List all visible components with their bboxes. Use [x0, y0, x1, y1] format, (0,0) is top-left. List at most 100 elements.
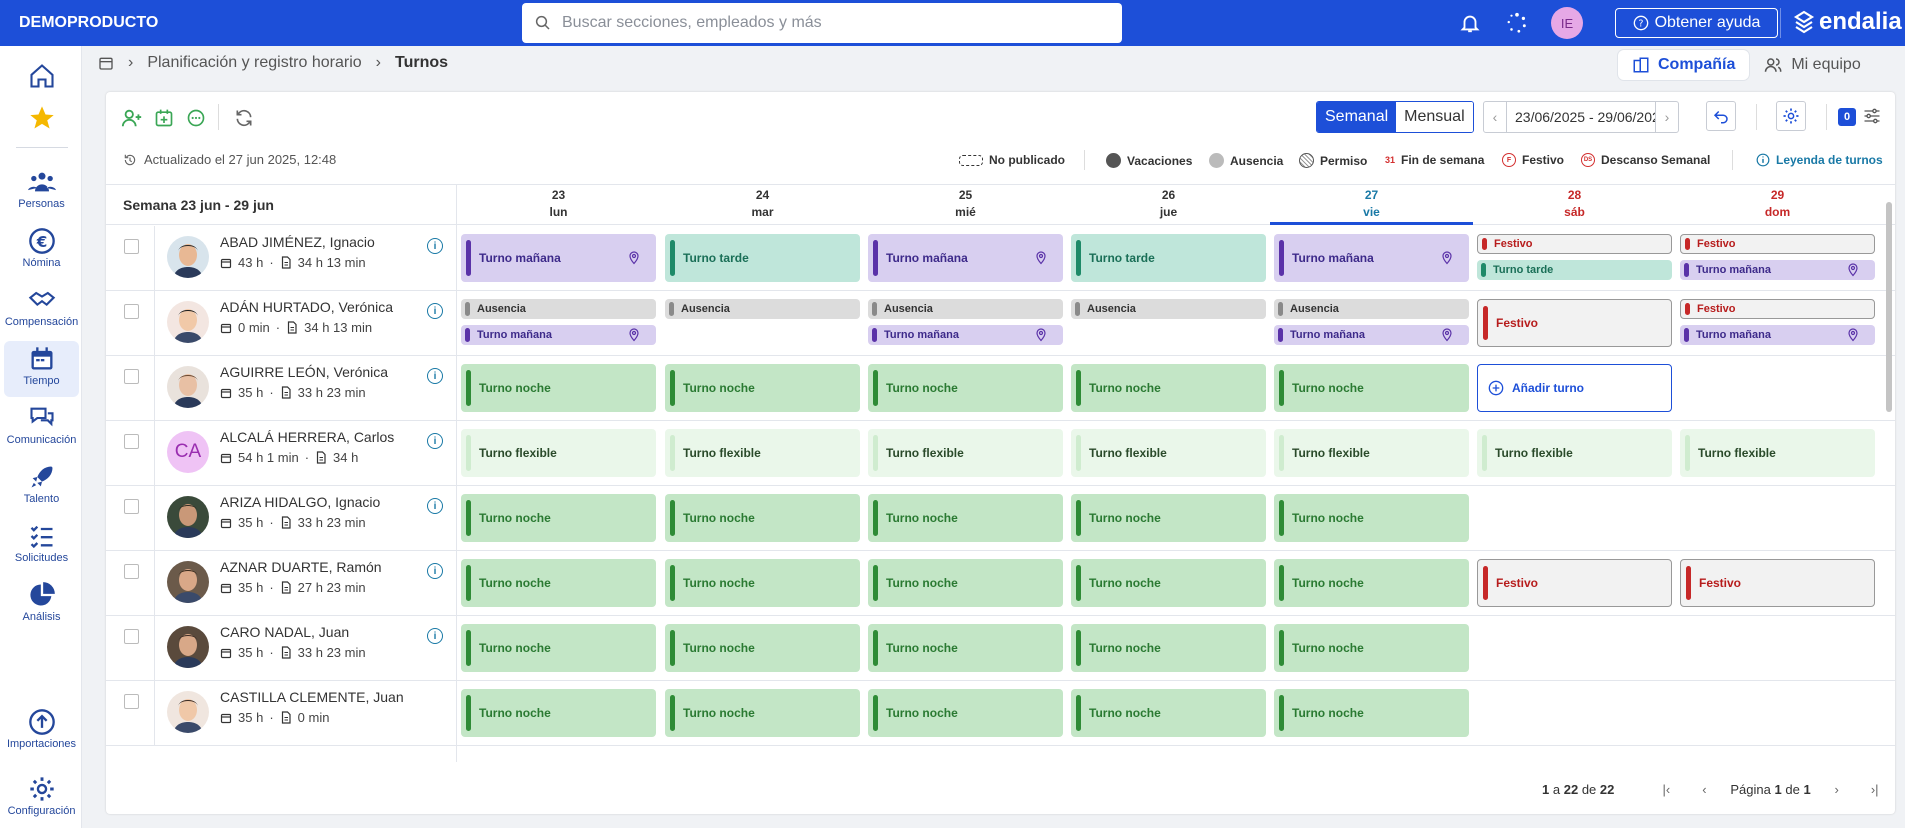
shift-noche[interactable]: Turno noche — [461, 624, 656, 672]
shift-noche[interactable]: Turno noche — [665, 624, 860, 672]
endalia-logo[interactable]: endalia — [1792, 8, 1902, 36]
shift-ausencia[interactable]: Ausencia — [868, 299, 1063, 319]
info-icon[interactable]: i — [427, 433, 443, 449]
employee-name[interactable]: CARO NADAL, Juan — [220, 624, 350, 640]
employee-name[interactable]: ALCALÁ HERRERA, Carlos — [220, 429, 395, 445]
shift-festivo[interactable]: Festivo — [1680, 299, 1875, 319]
prev-page-icon[interactable]: ‹ — [1702, 782, 1707, 797]
more-options-icon[interactable] — [184, 106, 208, 130]
date-range-value[interactable]: 23/06/2025 - 29/06/2025 — [1506, 102, 1656, 132]
shift-noche[interactable]: Turno noche — [461, 494, 656, 542]
help-button[interactable]: ? Obtener ayuda — [1615, 8, 1778, 38]
shift-flexible[interactable]: Turno flexible — [1071, 429, 1266, 477]
undo-button[interactable] — [1706, 101, 1736, 131]
avatar[interactable] — [167, 496, 209, 538]
tab-team[interactable]: Mi equipo — [1749, 50, 1874, 80]
avatar[interactable] — [167, 626, 209, 668]
sidebar-item-comunicacion[interactable]: Comunicación — [4, 400, 79, 456]
add-shift-button[interactable]: Añadir turno — [1477, 364, 1672, 412]
info-icon[interactable]: i — [427, 563, 443, 579]
shift-noche[interactable]: Turno noche — [1274, 494, 1469, 542]
shift-flexible[interactable]: Turno flexible — [1477, 429, 1672, 477]
sidebar-item-tiempo[interactable]: Tiempo — [4, 341, 79, 397]
refresh-icon[interactable] — [232, 106, 256, 130]
info-icon[interactable]: i — [427, 303, 443, 319]
avatar[interactable]: CA — [167, 431, 209, 473]
sidebar-item-talento[interactable]: Talento — [4, 459, 79, 515]
shift-tarde[interactable]: Turno tarde — [1477, 260, 1672, 280]
loading-icon[interactable] — [1505, 11, 1529, 35]
shift-flexible[interactable]: Turno flexible — [665, 429, 860, 477]
shift-flexible[interactable]: Turno flexible — [1274, 429, 1469, 477]
shift-manana[interactable]: Turno mañana — [1274, 325, 1469, 345]
sidebar-item-importaciones[interactable]: Importaciones — [4, 704, 79, 760]
row-checkbox[interactable] — [124, 304, 139, 319]
sidebar-item-personas[interactable]: Personas — [4, 164, 79, 220]
sidebar-item-analisis[interactable]: Análisis — [4, 577, 79, 633]
info-icon[interactable]: i — [427, 498, 443, 514]
shift-noche[interactable]: Turno noche — [1071, 559, 1266, 607]
shift-noche[interactable]: Turno noche — [1071, 689, 1266, 737]
add-person-icon[interactable] — [120, 106, 144, 130]
avatar[interactable] — [167, 691, 209, 733]
shift-noche[interactable]: Turno noche — [1071, 364, 1266, 412]
row-checkbox[interactable] — [124, 239, 139, 254]
avatar[interactable] — [167, 236, 209, 278]
avatar[interactable] — [167, 366, 209, 408]
user-avatar[interactable]: IE — [1551, 7, 1583, 39]
shift-ausencia[interactable]: Ausencia — [461, 299, 656, 319]
add-calendar-icon[interactable] — [152, 106, 176, 130]
shift-manana[interactable]: Turno mañana — [461, 234, 656, 282]
search-input[interactable] — [562, 14, 1102, 32]
shift-noche[interactable]: Turno noche — [868, 494, 1063, 542]
shift-noche[interactable]: Turno noche — [461, 689, 656, 737]
shift-festivo[interactable]: Festivo — [1477, 234, 1672, 254]
shift-legend-link[interactable]: Leyenda de turnos — [1756, 153, 1883, 167]
shift-noche[interactable]: Turno noche — [665, 364, 860, 412]
monthly-button[interactable]: Mensual — [1396, 102, 1473, 132]
shift-noche[interactable]: Turno noche — [868, 364, 1063, 412]
company-name[interactable]: DEMOPRODUCTO — [19, 14, 159, 31]
employee-name[interactable]: AGUIRRE LEÓN, Verónica — [220, 364, 389, 380]
shift-noche[interactable]: Turno noche — [868, 689, 1063, 737]
row-checkbox[interactable] — [124, 629, 139, 644]
weekly-button[interactable]: Semanal — [1317, 102, 1397, 132]
info-icon[interactable]: i — [427, 368, 443, 384]
row-checkbox[interactable] — [124, 694, 139, 709]
shift-manana[interactable]: Turno mañana — [461, 325, 656, 345]
info-icon[interactable]: i — [427, 238, 443, 254]
filter-sliders-icon[interactable] — [1862, 106, 1882, 126]
avatar[interactable] — [167, 301, 209, 343]
avatar[interactable] — [167, 561, 209, 603]
tab-company[interactable]: Compañía — [1618, 50, 1750, 80]
shift-ausencia[interactable]: Ausencia — [665, 299, 860, 319]
employee-name[interactable]: AZNAR DUARTE, Ramón — [220, 559, 382, 575]
row-checkbox[interactable] — [124, 564, 139, 579]
chevron-right-icon[interactable]: › — [1664, 109, 1670, 125]
vertical-scrollbar[interactable] — [1886, 202, 1892, 412]
chevron-left-icon[interactable]: ‹ — [1492, 109, 1498, 125]
search-box[interactable] — [522, 3, 1122, 43]
shift-noche[interactable]: Turno noche — [1071, 624, 1266, 672]
shift-manana[interactable]: Turno mañana — [1274, 234, 1469, 282]
shift-festivo[interactable]: Festivo — [1477, 299, 1672, 347]
shift-noche[interactable]: Turno noche — [868, 559, 1063, 607]
row-checkbox[interactable] — [124, 434, 139, 449]
shift-noche[interactable]: Turno noche — [665, 559, 860, 607]
shift-flexible[interactable]: Turno flexible — [1680, 429, 1875, 477]
bell-icon[interactable] — [1458, 11, 1482, 35]
shift-tarde[interactable]: Turno tarde — [665, 234, 860, 282]
first-page-icon[interactable]: |‹ — [1662, 782, 1671, 797]
shift-noche[interactable]: Turno noche — [868, 624, 1063, 672]
last-page-icon[interactable]: ›| — [1870, 782, 1879, 797]
shift-flexible[interactable]: Turno flexible — [461, 429, 656, 477]
shift-festivo[interactable]: Festivo — [1477, 559, 1672, 607]
shift-noche[interactable]: Turno noche — [1274, 364, 1469, 412]
shift-noche[interactable]: Turno noche — [1274, 624, 1469, 672]
employee-name[interactable]: ADÁN HURTADO, Verónica — [220, 299, 393, 315]
employee-name[interactable]: CASTILLA CLEMENTE, Juan — [220, 689, 404, 705]
settings-button[interactable] — [1776, 101, 1806, 131]
shift-noche[interactable]: Turno noche — [1071, 494, 1266, 542]
sidebar-item-compensacion[interactable]: Compensación — [4, 282, 79, 338]
shift-manana[interactable]: Turno mañana — [1680, 260, 1875, 280]
